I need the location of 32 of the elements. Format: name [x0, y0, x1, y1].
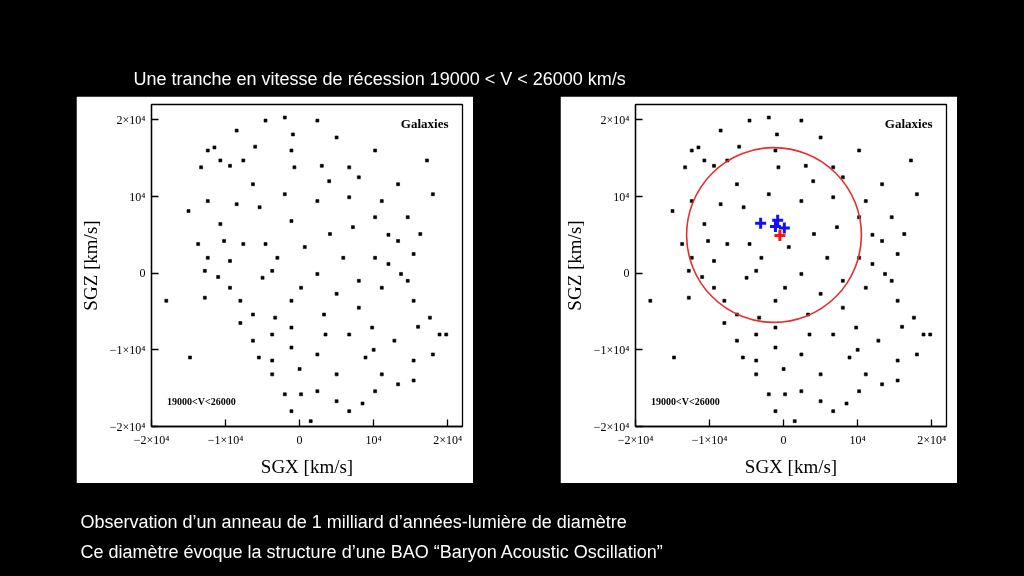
- y-tick-label: 2×10⁴: [116, 112, 146, 127]
- x-tick-label: 2×10⁴: [433, 432, 463, 447]
- y-tick-label: 0: [623, 266, 630, 281]
- x-tick-label: 0: [780, 432, 787, 447]
- y-tick-label: 10⁴: [129, 189, 146, 204]
- x-tick-label: 10⁴: [849, 432, 866, 447]
- x-axis-title: SGX [km/s]: [744, 455, 838, 477]
- annotation: Galaxies: [400, 115, 449, 131]
- text: Ce diamètre évoque la structure d’une BAO “Baryon Acoustic Oscillation”: [80, 541, 663, 562]
- annotation: Galaxies: [884, 115, 933, 131]
- x-axis-title: SGX [km/s]: [260, 455, 354, 477]
- y-tick-label: −1×10⁴: [109, 342, 146, 357]
- point: [772, 228, 787, 243]
- annotation: 19000<V<26000: [651, 396, 720, 408]
- y-tick-label: −2×10⁴: [593, 419, 630, 434]
- x-tick-label: −1×10⁴: [691, 432, 728, 447]
- x-tick-label: 2×10⁴: [917, 432, 947, 447]
- point: [777, 220, 792, 235]
- chart-title: Une tranche en vitesse de récession 19000 < V < 26000 km/s: [133, 68, 626, 89]
- x-tick-label: −1×10⁴: [207, 432, 244, 447]
- point: [753, 216, 768, 231]
- y-tick-label: 10⁴: [613, 189, 630, 204]
- y-axis-title: SGZ [km/s]: [79, 220, 101, 311]
- x-tick-label: 10⁴: [365, 432, 382, 447]
- y-tick-label: −2×10⁴: [109, 419, 146, 434]
- x-tick-label: 0: [296, 432, 303, 447]
- text: Observation d’un anneau de 1 milliard d’années-lumière de diamètre: [80, 511, 627, 532]
- y-axis-title: SGZ [km/s]: [563, 220, 585, 311]
- y-tick-label: −1×10⁴: [593, 342, 630, 357]
- y-tick-label: 0: [139, 266, 146, 281]
- y-tick-label: 2×10⁴: [600, 112, 630, 127]
- annotation: 19000<V<26000: [167, 396, 236, 408]
